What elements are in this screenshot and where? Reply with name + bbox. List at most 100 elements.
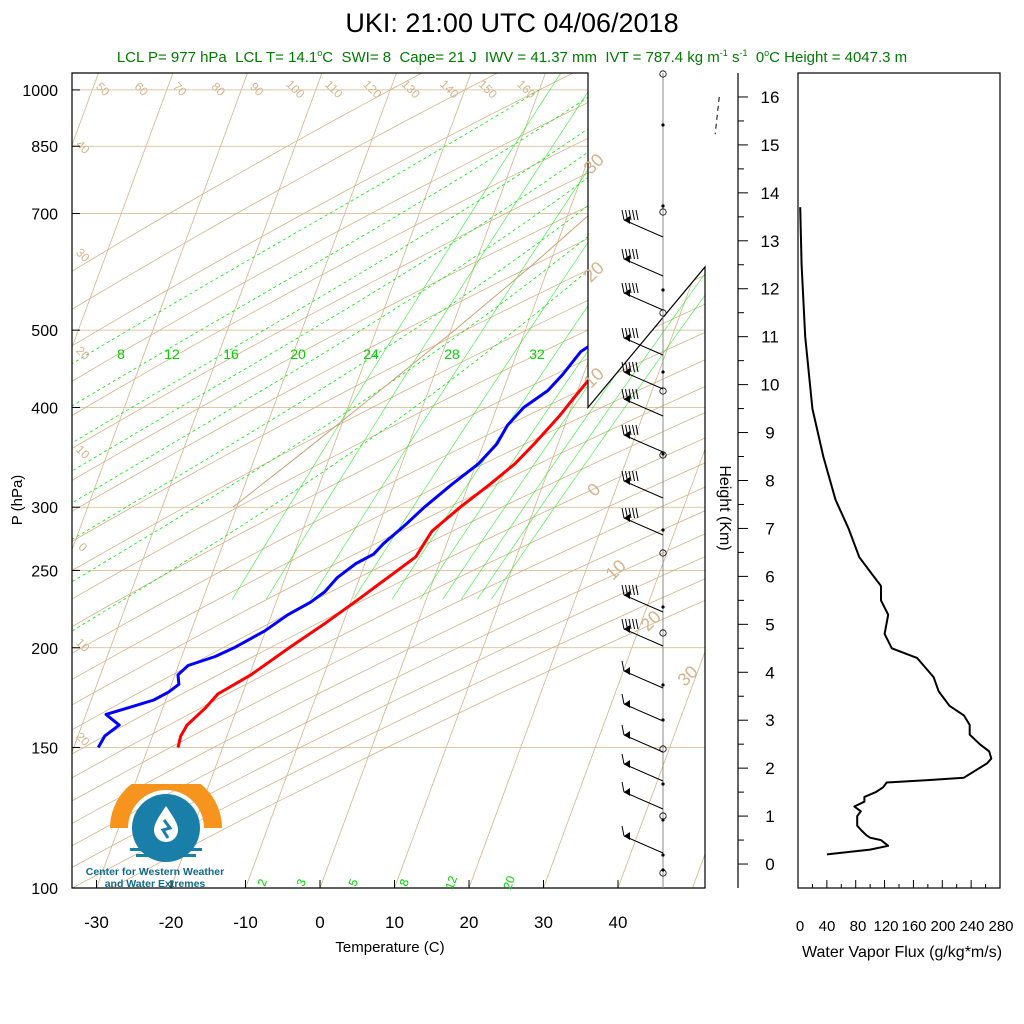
y-tick-label: 150 [31, 740, 58, 757]
height-tick-label: 9 [765, 424, 774, 443]
wind-barb-flag [632, 361, 635, 373]
dry-adiabat [72, 73, 705, 888]
wind-level-dot [661, 370, 665, 374]
adiabat-label: 160 [514, 77, 538, 101]
wind-barb-pennant [624, 368, 630, 376]
wind-barb-flag [635, 470, 639, 482]
dry-adiabat [72, 73, 705, 888]
wind-barb-flag [632, 507, 635, 519]
wind-barb-flag [628, 327, 632, 339]
wind-barb [623, 434, 664, 453]
wind-barb-flag [628, 618, 632, 630]
wind-barb-flag [632, 618, 635, 630]
y-tick-label: 1000 [22, 83, 58, 100]
wind-barb-flag [635, 507, 639, 519]
height-tick-label: 8 [765, 472, 774, 491]
mixing-ratio-label-top: 24 [363, 346, 379, 362]
x-tick-label: 20 [460, 913, 479, 932]
wind-barb-flag [621, 282, 625, 294]
isotherm-label-right: 20 [580, 258, 608, 286]
wind-calm-circle [659, 451, 667, 459]
wind-barb [623, 398, 664, 417]
adiabat-label: 150 [476, 77, 500, 101]
wind-barb-pennant [624, 667, 630, 675]
wind-barb [623, 219, 664, 238]
wind-barb-pennant [624, 334, 630, 342]
wind-barb-flag [635, 584, 639, 596]
wind-barb-pennant [624, 431, 630, 439]
mixing-ratio-line [461, 73, 705, 600]
wind-level-dot [661, 853, 665, 857]
y-tick-label: 200 [31, 641, 58, 658]
adiabat-label: 50 [93, 79, 113, 99]
dry-adiabat [72, 73, 705, 888]
height-tick-label: 15 [761, 136, 780, 155]
x-axis-label: Temperature (C) [335, 939, 444, 956]
mixing-ratio-line [490, 73, 705, 600]
wind-barb-flag [621, 724, 625, 736]
dry-adiabat [72, 73, 498, 888]
dry-adiabat [72, 73, 423, 888]
dry-adiabat [72, 73, 705, 888]
moist-adiabat [72, 89, 705, 649]
dry-adiabat [72, 73, 574, 888]
moist-adiabat [72, 89, 600, 649]
wind-barb-pennant [624, 731, 630, 739]
wind-barb [623, 480, 664, 499]
mixing-ratio-label-top: 8 [117, 346, 125, 362]
adiabat-label: 140 [437, 77, 461, 101]
mixing-ratio-label-bottom: 12 [442, 874, 460, 892]
logo-line-2: and Water Extremes [104, 878, 206, 890]
isotherm [468, 73, 705, 888]
swi-value: SWI= 8 [341, 49, 392, 66]
chart-title: UKI: 21:00 UTC 04/06/2018 [345, 8, 679, 38]
isotherm [543, 73, 705, 888]
mixing-ratio-line [310, 73, 654, 600]
mixing-ratio-label-top: 28 [444, 346, 460, 362]
wind-barb [623, 292, 664, 311]
isotherm [767, 73, 1024, 888]
wind-calm-circle [659, 208, 667, 216]
water-vapor-flux-line [799, 207, 993, 856]
height-axis-label: Height (Km) [716, 465, 733, 550]
y-tick-label: 400 [31, 401, 58, 418]
flux-x-tick-label: 0 [796, 918, 804, 935]
wind-barb-flag [635, 248, 639, 260]
height-tick-label: 2 [765, 759, 774, 778]
wind-barb-flag [628, 584, 632, 596]
height-tick-label: 0 [765, 855, 774, 874]
isotherm [394, 73, 695, 888]
wind-calm-circle [659, 549, 667, 557]
lcl-pressure: LCL P= 977 hPa [116, 49, 227, 66]
wind-barb-flag [628, 282, 632, 294]
wind-barb-flag [628, 507, 632, 519]
height-tick-label: 14 [761, 184, 780, 203]
isotherm [617, 73, 705, 888]
dry-adiabat [72, 73, 705, 888]
wind-barb-flag [635, 327, 639, 339]
y-tick-label: 100 [31, 881, 58, 898]
adiabat-label: 130 [399, 77, 423, 101]
moist-adiabat [72, 89, 540, 649]
mixing-ratio-line [265, 73, 601, 600]
wind-barb-pennant [624, 591, 630, 599]
wind-barb-flag [621, 618, 625, 630]
dry-adiabat [72, 73, 705, 888]
lcl-temperature: LCL T= 14.1oC [235, 48, 334, 67]
wind-barb-flag [635, 388, 639, 400]
ivt-value: IVT = 787.4 kg m-1 s-1 [605, 48, 748, 67]
flux-x-tick-label: 200 [930, 918, 955, 935]
wind-calm-circle [659, 745, 667, 753]
sun-arc [110, 784, 222, 828]
adiabat-label: 100 [283, 77, 307, 101]
adiabat-label: 80 [209, 79, 229, 99]
flux-x-tick-label: 160 [901, 918, 926, 935]
height-tick-label: 16 [761, 88, 780, 107]
isotherm-label-right: 0 [583, 479, 604, 500]
flux-frame [797, 72, 1001, 889]
wind-calm-circle [659, 309, 667, 317]
dry-adiabat [72, 73, 649, 888]
height-tick-label: 6 [765, 567, 774, 586]
isotherm-label-left: 10 [73, 442, 93, 462]
